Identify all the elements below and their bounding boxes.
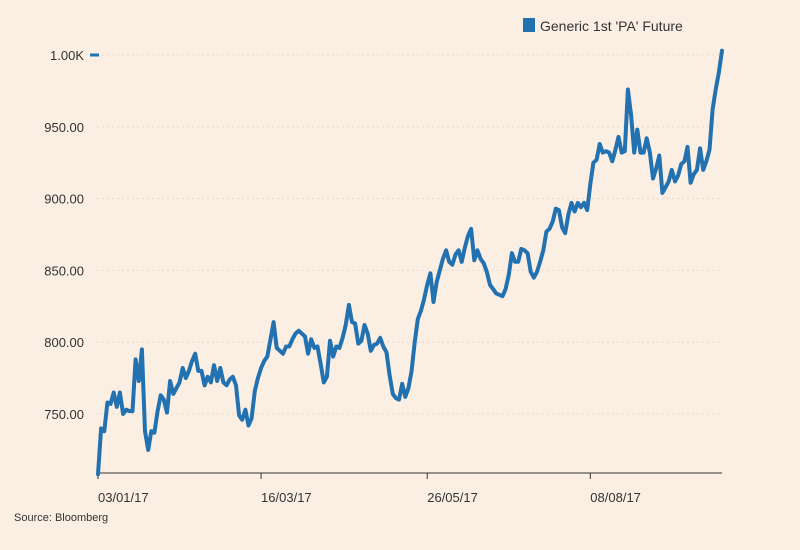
y-tick-label: 900.00 (44, 192, 84, 207)
source-note: Source: Bloomberg (14, 512, 108, 524)
y-tick-label: 750.00 (44, 407, 84, 422)
x-tick-label: 03/01/17 (98, 490, 149, 505)
grid-lines (97, 54, 722, 415)
legend-swatch (523, 18, 535, 32)
legend-label: Generic 1st 'PA' Future (540, 18, 683, 34)
x-tick-label: 26/05/17 (427, 490, 478, 505)
y-tick-label: 1.00K (50, 48, 84, 63)
y-axis-ticks: 1.00K 950.00 900.00 850.00 800.00 750.00 (44, 48, 99, 422)
y-tick-label: 950.00 (44, 120, 84, 135)
series-line-pa-future (96, 48, 724, 477)
x-tick-label: 16/03/17 (261, 490, 312, 505)
legend: Generic 1st 'PA' Future (523, 18, 683, 34)
x-tick-label: 08/08/17 (590, 490, 641, 505)
x-axis-ticks: 03/01/17 16/03/17 26/05/17 08/08/17 (97, 473, 641, 505)
y-tick-label: 800.00 (44, 335, 84, 350)
y-tick-label: 850.00 (44, 263, 84, 278)
